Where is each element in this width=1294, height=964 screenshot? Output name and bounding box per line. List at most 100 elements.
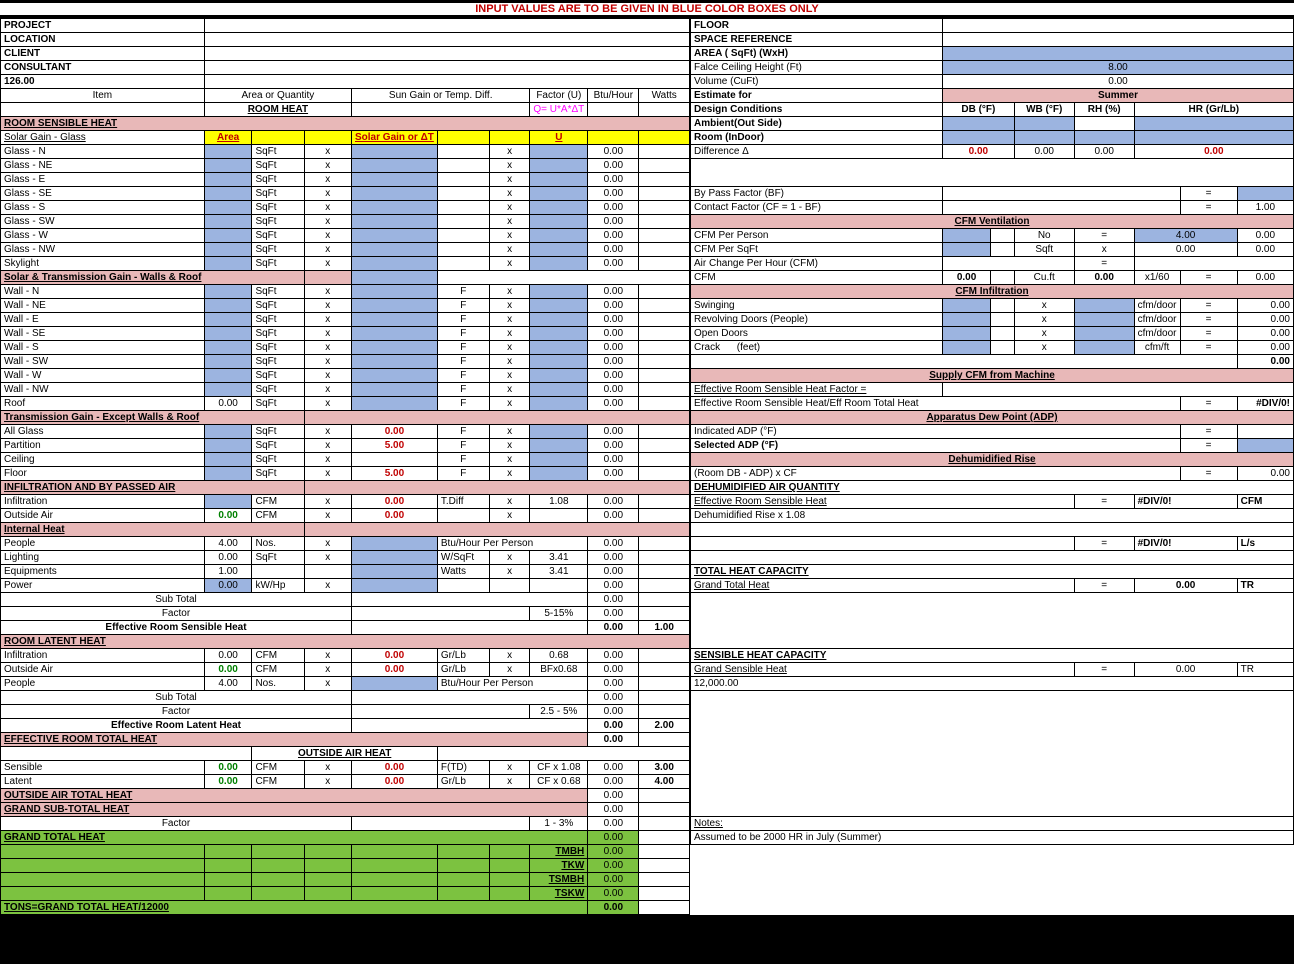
hdr-factor-u: Factor (U) bbox=[530, 89, 588, 103]
grand-total-heat: Grand Total Heat bbox=[691, 579, 1075, 593]
partition: Partition bbox=[1, 439, 205, 453]
notes: Notes: bbox=[691, 817, 1294, 831]
people-1: People bbox=[1, 537, 205, 551]
note-1: Assumed to be 2000 HR in July (Summer) bbox=[691, 831, 1294, 845]
lbl-estimate: Estimate for bbox=[691, 89, 943, 103]
solar-gain-dt: Solar Gain or ΔT bbox=[352, 131, 438, 145]
glass-w: Glass - W bbox=[1, 229, 205, 243]
revolving: Revolving Doors (People) bbox=[691, 313, 943, 327]
wb-f: WB (°F) bbox=[1014, 103, 1074, 117]
lbl-client: CLIENT bbox=[1, 47, 205, 61]
summer-hdr: Summer bbox=[943, 89, 1294, 103]
lbl-falce-ceiling: Falce Ceiling Height (Ft) bbox=[691, 61, 943, 75]
cfm-per-sqft: CFM Per SqFt bbox=[691, 243, 943, 257]
area-input[interactable] bbox=[943, 47, 1294, 61]
consultant-input[interactable] bbox=[204, 61, 689, 75]
hr-grlb: HR (Gr/Lb) bbox=[1134, 103, 1293, 117]
glass-se: Glass - SE bbox=[1, 187, 205, 201]
lbl-room-indoor: Room (InDoor) bbox=[691, 131, 943, 145]
all-glass: All Glass bbox=[1, 425, 205, 439]
lbl-location: LOCATION bbox=[1, 33, 205, 47]
grand-sub-total-hdr: GRAND SUB-TOTAL HEAT bbox=[1, 803, 588, 817]
eff-room-sens: Effective Room Sensible Heat bbox=[1, 621, 352, 635]
input-instruction: INPUT VALUES ARE TO BE GIVEN IN BLUE COL… bbox=[0, 0, 1294, 18]
sensible: Sensible bbox=[1, 761, 205, 775]
client-input[interactable] bbox=[204, 47, 689, 61]
eff-room-lat: Effective Room Latent Heat bbox=[1, 719, 352, 733]
outside-air-1: Outside Air bbox=[1, 509, 205, 523]
rh-pct: RH (%) bbox=[1074, 103, 1134, 117]
lbl-floor: FLOOR bbox=[691, 19, 943, 33]
div-zero-2: #DIV/0! bbox=[1134, 495, 1237, 509]
outside-air-total-hdr: OUTSIDE AIR TOTAL HEAT bbox=[1, 789, 588, 803]
lbl-consultant: CONSULTANT bbox=[1, 61, 205, 75]
trans-gain-hdr: Transmission Gain - Except Walls & Roof bbox=[1, 411, 305, 425]
hdr-area-qty: Area or Quantity bbox=[204, 89, 351, 103]
div-zero-3: #DIV/0! bbox=[1134, 537, 1237, 551]
infiltration: Infiltration bbox=[1, 495, 205, 509]
space-ref-input[interactable] bbox=[943, 33, 1294, 47]
tkw: TKW bbox=[530, 859, 588, 873]
right-pane: FLOOR SPACE REFERENCE AREA ( SqFt) (WxH)… bbox=[690, 18, 1294, 915]
hdr-room-sensible: ROOM SENSIBLE HEAT bbox=[1, 117, 690, 131]
sub-total-1: Sub Total bbox=[1, 593, 352, 607]
dehum-rise-108: Dehumidified Rise x 1.08 bbox=[691, 509, 1294, 523]
wall-ne: Wall - NE bbox=[1, 299, 205, 313]
selected-adp: Selected ADP (°F) bbox=[691, 439, 1181, 453]
project-input[interactable] bbox=[204, 19, 689, 33]
area-hdr: Area bbox=[204, 131, 252, 145]
tons-hdr: TONS=GRAND TOTAL HEAT/12000 bbox=[1, 901, 588, 915]
dehum-air-qty-hdr: DEHUMIDIFIED AIR QUANTITY bbox=[691, 481, 1294, 495]
falce-input[interactable]: 8.00 bbox=[943, 61, 1294, 75]
u-hdr: U bbox=[530, 131, 588, 145]
factor-1: Factor bbox=[1, 607, 352, 621]
crack: Crack (feet) bbox=[691, 341, 943, 355]
tsmbh: TSMBH bbox=[530, 873, 588, 887]
floor-input[interactable] bbox=[943, 19, 1294, 33]
grand-total-hdr: GRAND TOTAL HEAT bbox=[1, 831, 588, 845]
formula: Q= U*A*ΔT bbox=[530, 103, 588, 117]
lbl-difference: Difference Δ bbox=[691, 145, 943, 159]
hdr-item: Item bbox=[1, 89, 205, 103]
outside-air-heat-hdr: OUTSIDE AIR HEAT bbox=[252, 747, 437, 761]
open-doors: Open Doors bbox=[691, 327, 943, 341]
tskw: TSKW bbox=[530, 887, 588, 901]
solar-trans-hdr: Solar & Transmission Gain - Walls & Roof bbox=[1, 271, 305, 285]
lbl-project: PROJECT bbox=[1, 19, 205, 33]
eff-room-sens-factor: Effective Room Sensible Heat Factor = bbox=[691, 383, 943, 397]
eff-room-total-hdr: EFFECTIVE ROOM TOTAL HEAT bbox=[1, 733, 588, 747]
cfm-label: CFM bbox=[691, 271, 943, 285]
room-heat-hdr: ROOM HEAT bbox=[204, 103, 351, 117]
v12000: 12,000.00 bbox=[691, 677, 1294, 691]
cfm-per-person: CFM Per Person bbox=[691, 229, 943, 243]
lbl-design-cond: Design Conditions bbox=[691, 103, 943, 117]
skylight: Skylight bbox=[1, 257, 205, 271]
lbl-ambient: Ambient(Out Side) bbox=[691, 117, 943, 131]
wall-e: Wall - E bbox=[1, 313, 205, 327]
indicated-adp: Indicated ADP (°F) bbox=[691, 425, 1181, 439]
supply-cfm-hdr: Supply CFM from Machine bbox=[691, 369, 1294, 383]
cfm-infil-hdr: CFM Infiltration bbox=[691, 285, 1294, 299]
internal-heat-hdr: Internal Heat bbox=[1, 523, 305, 537]
lbl-area-sqft: AREA ( SqFt) (WxH) bbox=[691, 47, 943, 61]
sub-total-2: Sub Total bbox=[1, 691, 352, 705]
people-2: People bbox=[1, 677, 205, 691]
hdr-btu: Btu/Hour bbox=[588, 89, 639, 103]
outside-air-2: Outside Air bbox=[1, 663, 205, 677]
location-input[interactable] bbox=[204, 33, 689, 47]
wall-sw: Wall - SW bbox=[1, 355, 205, 369]
air-change: Air Change Per Hour (CFM) bbox=[691, 257, 943, 271]
glass-s: Glass - S bbox=[1, 201, 205, 215]
lbl-contact: Contact Factor (CF = 1 - BF) bbox=[691, 201, 943, 215]
cfm-vent-hdr: CFM Ventilation bbox=[691, 215, 1294, 229]
div-zero-1: #DIV/0! bbox=[1237, 397, 1293, 411]
sens-heat-cap-hdr: SENSIBLE HEAT CAPACITY bbox=[691, 649, 1294, 663]
factor-3: Factor bbox=[1, 817, 352, 831]
wall-se: Wall - SE bbox=[1, 327, 205, 341]
total-heat-cap-hdr: TOTAL HEAT CAPACITY bbox=[691, 565, 1294, 579]
lbl-volume: Volume (CuFt) bbox=[691, 75, 943, 89]
factor-2: Factor bbox=[1, 705, 352, 719]
latent: Latent bbox=[1, 775, 205, 789]
swinging: Swinging bbox=[691, 299, 943, 313]
glass-sw: Glass - SW bbox=[1, 215, 205, 229]
